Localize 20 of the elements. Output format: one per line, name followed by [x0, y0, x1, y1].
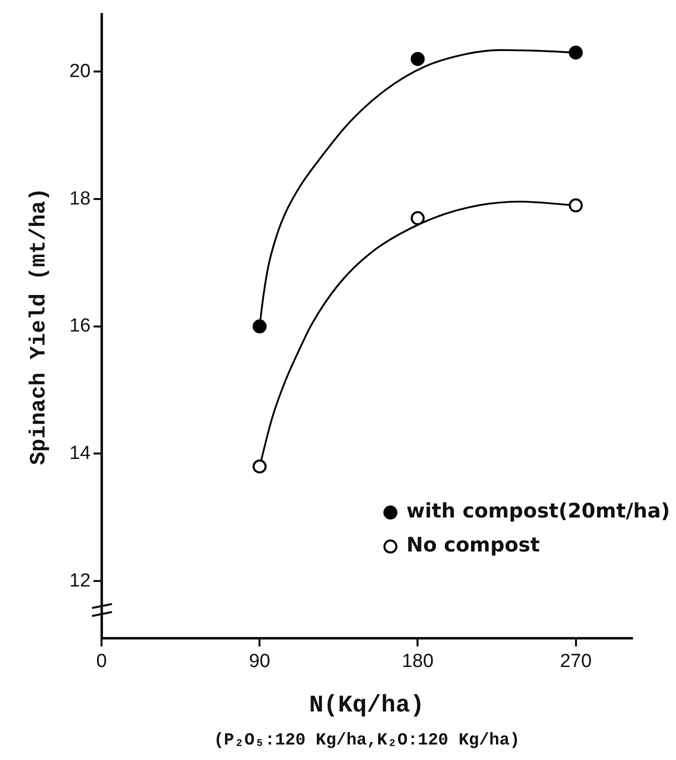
y-tick-label: 12	[69, 570, 91, 592]
legend-label: with compost(20mt/ha)	[406, 498, 670, 523]
point	[568, 198, 583, 212]
x-tick-label: 0	[96, 651, 107, 672]
x-axis-title: N(Kq/ha)	[309, 692, 424, 720]
x-tick-label: 270	[560, 651, 592, 672]
y-tick-label: 16	[69, 316, 91, 337]
y-tick-label: 18	[69, 188, 91, 210]
text: (P₂O₅:120 Kg/ha,K₂O:120 Kg/ha)	[214, 731, 520, 750]
point	[410, 211, 425, 226]
y-axis-title: Spinach Yield (mt/ha)	[26, 188, 52, 466]
point	[410, 52, 425, 66]
point	[252, 459, 267, 474]
y-tick-label: 14	[69, 442, 91, 464]
x-tick-label: 180	[402, 651, 434, 672]
y-tick-label: 20	[69, 60, 91, 82]
x-tick-label: 90	[249, 651, 270, 672]
point	[568, 46, 583, 60]
point	[252, 319, 267, 334]
legend-label: No compost	[406, 532, 540, 557]
